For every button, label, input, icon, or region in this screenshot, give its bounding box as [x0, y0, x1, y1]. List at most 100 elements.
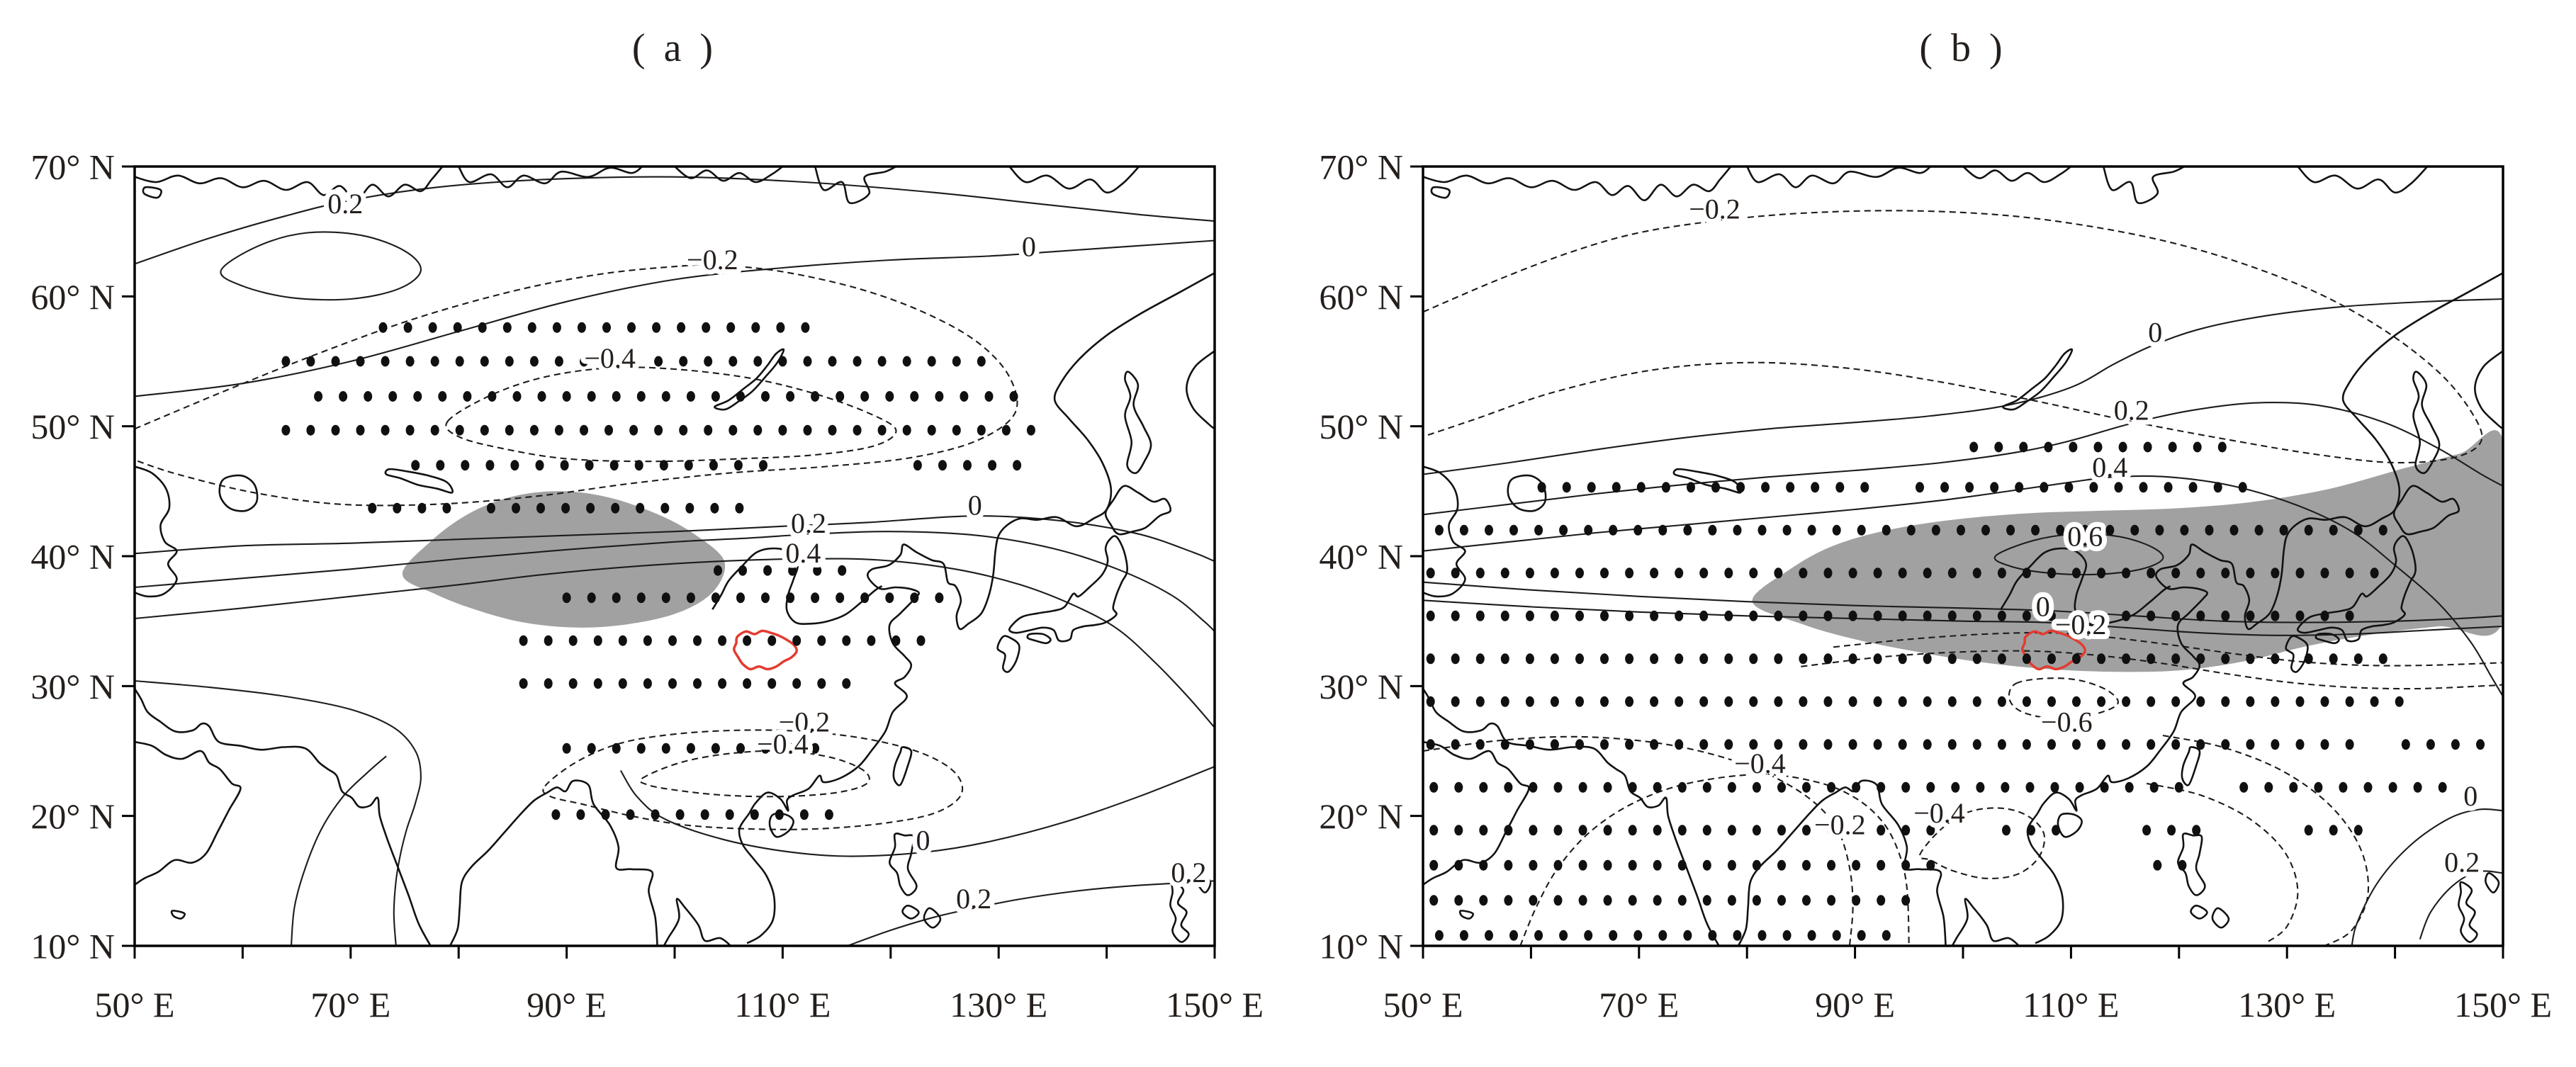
stipple-dot [711, 592, 720, 604]
contour-label: −0.2 [779, 706, 831, 738]
stipple-dot [2171, 568, 2181, 579]
coastline-bengal-india-east-coast [449, 779, 658, 946]
coastline-hokkaido [1104, 485, 1172, 536]
stipple-dot [2304, 825, 2313, 836]
stipple-dot [1699, 696, 1709, 707]
stipple-dot [1454, 859, 1463, 871]
stipple-dot [801, 322, 810, 333]
stipple-dot [529, 356, 539, 367]
stipple-dot [1923, 739, 1932, 750]
stipple-dot [2378, 524, 2387, 536]
coastline-shikoku [1026, 632, 1052, 645]
stipple-dot [2295, 739, 2305, 750]
stipple-dot [2271, 610, 2280, 621]
stipple-dot [1832, 524, 1841, 536]
stipple-dot [1802, 895, 1811, 906]
stipple-dot [1525, 568, 1534, 579]
stipple-dot [1625, 696, 1634, 707]
stipple-dot [2147, 739, 2156, 750]
stipple-dot [1628, 781, 1637, 793]
stipple-dot [927, 424, 936, 436]
stipple-dot [2155, 524, 2164, 536]
stipple-dot [1994, 441, 2003, 453]
stipple-dot [1807, 930, 1816, 941]
stipple-dot [2153, 859, 2162, 871]
stipple-dot [438, 391, 447, 402]
stipple-dot [1475, 610, 1485, 621]
stipple-dot [753, 424, 763, 436]
stipple-dot [609, 460, 619, 471]
stipple-dot [938, 460, 947, 471]
coastline-kyushu [2285, 635, 2309, 673]
stipple-dot [1877, 825, 1886, 836]
stipple-dot [751, 322, 760, 333]
stipple-dot [2295, 610, 2305, 621]
stipple-dot [1799, 610, 1808, 621]
coastline-sakhalin [2412, 371, 2441, 475]
stipple-dot [1587, 482, 1596, 493]
stipple-dot [786, 391, 795, 402]
stipple-dot [842, 678, 851, 689]
stipple-dot [2125, 781, 2134, 793]
y-axis-label: 60° N [30, 277, 115, 317]
gray-shaded-region [402, 491, 726, 628]
stipple-dot [1901, 781, 1911, 793]
stipple-dot [1426, 653, 1435, 665]
stipple-dot [1485, 524, 1493, 536]
stipple-dot [2105, 524, 2115, 536]
stipple-dot [604, 424, 613, 436]
coastline-socotra-island [1458, 910, 1474, 920]
stipple-dot [2047, 653, 2056, 665]
stipple-dot [2147, 696, 2156, 707]
stipple-dot [1997, 696, 2006, 707]
stipple-dot [485, 460, 495, 471]
stipple-dot [725, 809, 734, 820]
stipple-dot [1609, 524, 1618, 536]
stipple-dot [1832, 930, 1841, 941]
stipple-dot [1529, 895, 1538, 906]
stipple-dot [2217, 441, 2227, 453]
stipple-dot [2339, 781, 2348, 793]
stipple-dot [1479, 895, 1488, 906]
coastline-philippine-island-2 [923, 907, 942, 929]
stipple-dot [1553, 859, 1563, 871]
stipple-dot [1848, 739, 1857, 750]
stipple-dot [1774, 696, 1783, 707]
stipple-dot [1782, 930, 1792, 941]
coastline-philippine-island-2 [2211, 907, 2230, 929]
stipple-dot [612, 743, 621, 754]
stipple-dot [1926, 825, 1935, 836]
stipple-dot [1454, 825, 1463, 836]
stipple-dot [1877, 895, 1886, 906]
stipple-dot [1013, 460, 1022, 471]
x-axis-label: 110° E [2023, 985, 2119, 1024]
stipple-dot [1504, 895, 1513, 906]
stipple-dot [792, 678, 802, 689]
stipple-dot [1733, 524, 1742, 536]
stipple-dot [2064, 482, 2074, 493]
stipple-dot [2022, 696, 2031, 707]
y-axis-label: 20° N [30, 796, 115, 836]
stipple-dot [629, 356, 639, 367]
stipple-dot [1625, 739, 1634, 750]
stipple-dot [455, 356, 464, 367]
stipple-dot [417, 502, 427, 514]
stipple-dot [2047, 696, 2056, 707]
stipple-dot [413, 391, 422, 402]
stipple-dot [2264, 781, 2273, 793]
stipple-dot [824, 809, 833, 820]
stipple-dot [2271, 739, 2280, 750]
stipple-dot [1923, 568, 1932, 579]
stipple-dot [853, 356, 862, 367]
stipple-dot [654, 424, 663, 436]
stipple-dot [2395, 696, 2404, 707]
stipple-dot [2147, 610, 2156, 621]
stipple-dot [2167, 825, 2176, 836]
stipple-dot [562, 391, 571, 402]
stipple-dot [1969, 441, 1979, 453]
stipple-dot [2050, 781, 2059, 793]
stipple-dot [562, 592, 571, 604]
contour-line-0-solid [135, 515, 1215, 563]
stipple-dot [1835, 482, 1845, 493]
stipple-dot [2246, 568, 2255, 579]
